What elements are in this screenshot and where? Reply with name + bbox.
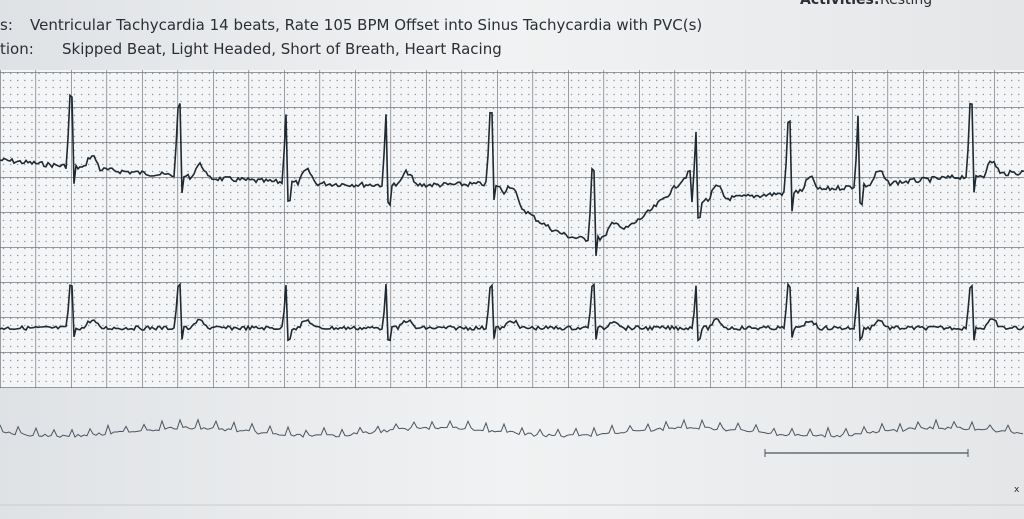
- row-label: tion:: [0, 40, 34, 58]
- activities-value: Resting: [880, 0, 932, 8]
- activities-label: Activities:: [800, 0, 879, 8]
- ecg-grid: [0, 70, 1024, 388]
- rhythm-strip: [0, 418, 1024, 438]
- ecg-trace: [0, 93, 1024, 256]
- row-label: s:: [0, 16, 13, 34]
- event-text: Ventricular Tachycardia 14 beats, Rate 1…: [30, 16, 702, 34]
- symptoms-text: Skipped Beat, Light Headed, Short of Bre…: [62, 40, 502, 58]
- ecg-trace: [0, 281, 1024, 342]
- grid-lines: [0, 70, 1024, 388]
- footer-mark: x: [1014, 485, 1020, 495]
